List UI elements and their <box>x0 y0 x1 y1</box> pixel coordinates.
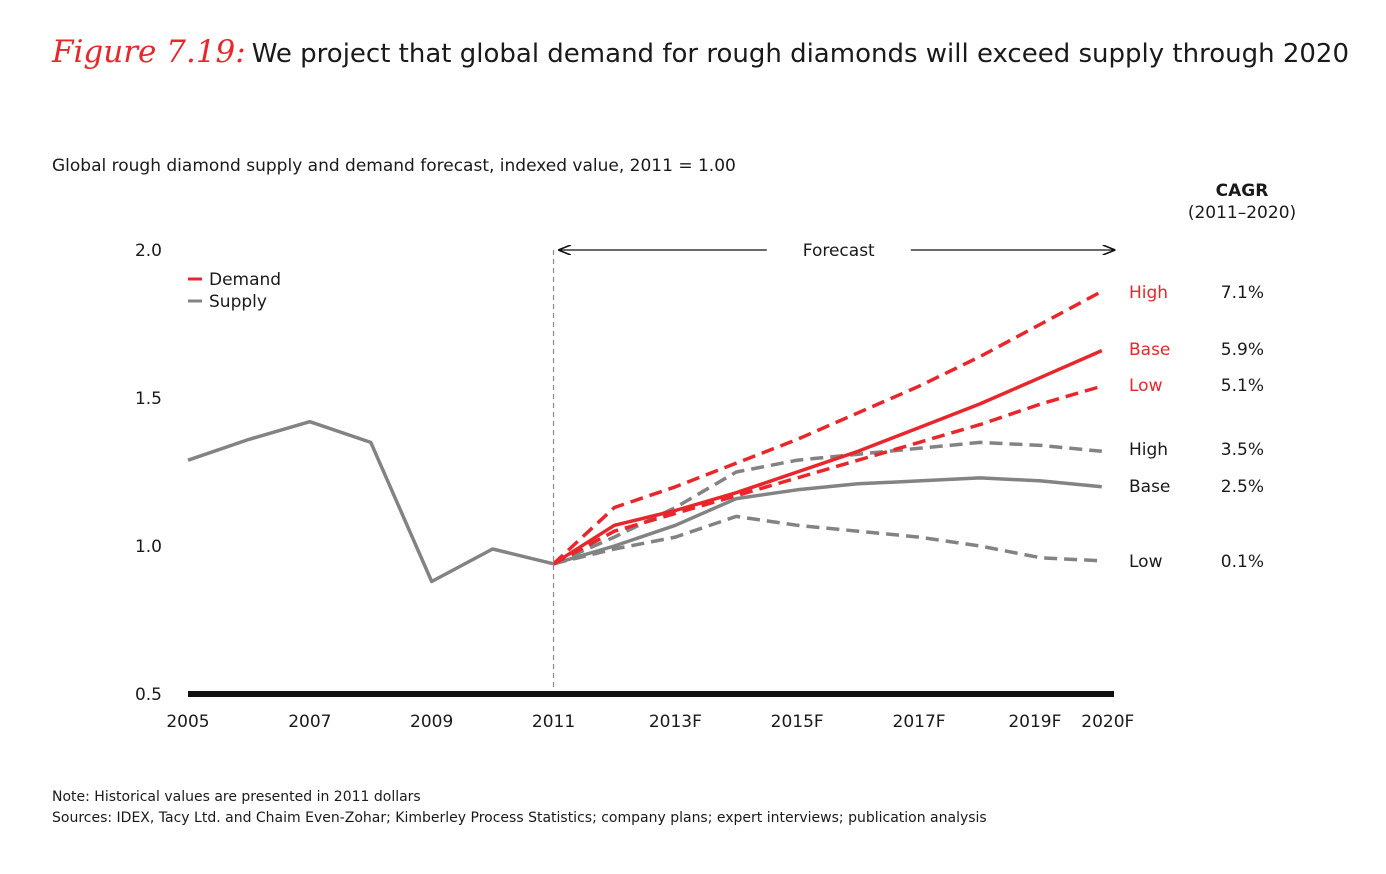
supply-base-line <box>553 476 1102 566</box>
x-tick-label: 2019F <box>1008 712 1061 732</box>
x-tick-label: 2007 <box>288 712 331 732</box>
note-text: Note: Historical values are presented in… <box>52 789 421 805</box>
x-tick-label: 2009 <box>410 712 453 732</box>
legend-label: Demand <box>209 270 281 290</box>
y-tick-label: 2.0 <box>135 241 162 261</box>
cagr-value: 3.5% <box>1221 440 1264 460</box>
x-tick-label: 2020F <box>1081 712 1134 732</box>
cagr-value: 5.1% <box>1221 376 1264 396</box>
series-end-label: Base <box>1129 477 1170 497</box>
y-tick-label: 1.5 <box>135 389 162 409</box>
cagr-value: 0.1% <box>1221 552 1264 572</box>
demand-base-line <box>552 348 1103 566</box>
forecast-label: Forecast <box>803 241 875 261</box>
x-tick-label: 2017F <box>893 712 946 732</box>
cagr-value: 5.9% <box>1221 340 1264 360</box>
sources-text: Sources: IDEX, Tacy Ltd. and Chaim Even-… <box>52 810 987 826</box>
figure-label: Figure 7.19: <box>52 34 246 70</box>
cagr-value: 2.5% <box>1221 477 1264 497</box>
demand-low-line <box>552 384 1103 566</box>
x-tick-label: 2011 <box>532 712 575 732</box>
y-tick-label: 0.5 <box>135 685 162 705</box>
supply-low-line <box>553 514 1102 566</box>
series-end-label: Low <box>1129 552 1163 572</box>
series-end-label: Low <box>1129 376 1163 396</box>
series-end-label: High <box>1129 283 1168 303</box>
cagr-value: 7.1% <box>1221 283 1264 303</box>
figure-title-text: We project that global demand for rough … <box>251 39 1349 69</box>
legend-label: Supply <box>209 292 267 312</box>
chart-subtitle: Global rough diamond supply and demand f… <box>52 156 736 176</box>
cagr-period: (2011–2020) <box>1188 203 1296 223</box>
x-tick-label: 2015F <box>771 712 824 732</box>
demand-high-line <box>552 289 1103 566</box>
series-end-label: High <box>1129 440 1168 460</box>
y-tick-label: 1.0 <box>135 537 162 557</box>
figure-title: Figure 7.19: We project that global deman… <box>52 34 1349 70</box>
historical-line <box>187 419 554 584</box>
x-tick-label: 2013F <box>649 712 702 732</box>
series-end-label: Base <box>1129 340 1170 360</box>
x-tick-label: 2005 <box>166 712 209 732</box>
cagr-header: CAGR <box>1216 181 1269 201</box>
chart-notes: Note: Historical values are presented in… <box>52 787 987 829</box>
